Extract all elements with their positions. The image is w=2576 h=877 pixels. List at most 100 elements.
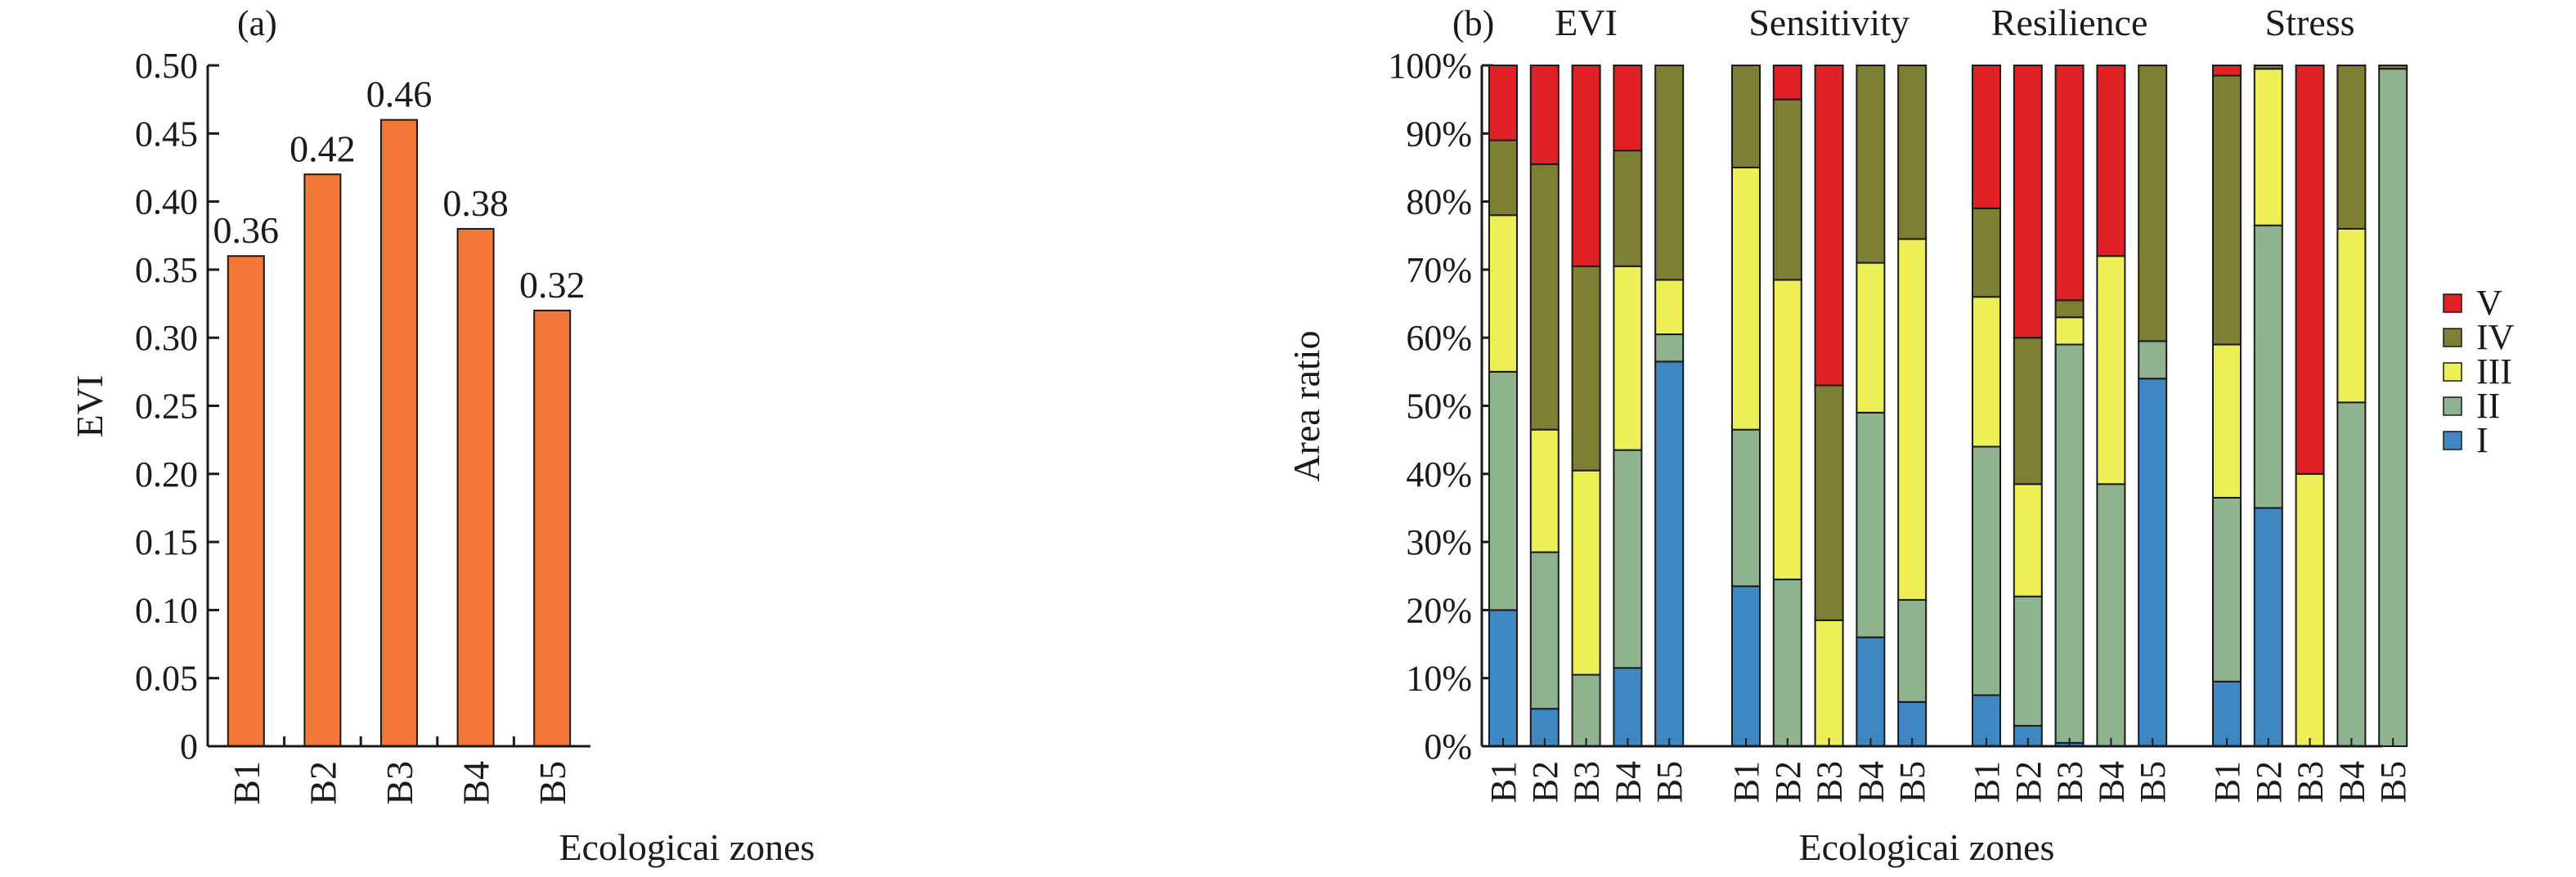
panel-b-group-titles: EVI Sensitivity Resilience Stress <box>1555 2 2354 43</box>
x-tick-label-B5: B5 <box>532 761 573 805</box>
bar-B5 <box>533 309 572 747</box>
segment-sensitivity-B4-class-I <box>1856 636 1886 747</box>
legend-swatch-II <box>2443 396 2462 416</box>
x-tick-label-stress-B5: B5 <box>2373 761 2413 803</box>
segment-evi-B5-class-II <box>1654 333 1685 363</box>
segment-evi-B2-class-II <box>1529 551 1560 710</box>
segment-evi-B5-class-I <box>1654 360 1685 747</box>
y-tick-label: 100% <box>1388 46 1472 86</box>
panel-b-y-axis: 0% 10% 20% 30% 40% 50% 60% 70% 80% 90% 100% <box>1388 46 1493 767</box>
segment-resilience-B4-class-II <box>2096 483 2126 747</box>
segment-evi-B4-class-III <box>1613 265 1643 451</box>
segment-stress-B1-class-V <box>2212 65 2242 77</box>
y-tick-label: 60% <box>1406 318 1472 358</box>
panel-b-x-axis-title: Ecologicai zones <box>1799 826 2055 868</box>
panel-b-x-axis: B1 B2 B3 B4 B5 B1 B2 B3 B4 B5 B1 B2 B3 B4 B5 B1 B2 B3 B4 B5 <box>1482 738 2413 803</box>
panel-a-x-axis: B1 B2 B3 B4 B5 <box>208 736 590 805</box>
segment-evi-B5-class-III <box>1654 279 1685 336</box>
segment-evi-B4-class-II <box>1613 449 1643 669</box>
segment-resilience-B4-class-III <box>2096 255 2126 485</box>
segment-evi-B3-class-IV <box>1571 265 1601 472</box>
x-tick-label-evi-B2: B2 <box>1525 761 1565 803</box>
segment-stress-B2-class-IV <box>2253 65 2283 70</box>
segment-sensitivity-B1-class-I <box>1731 585 1761 747</box>
segment-sensitivity-B2-class-III <box>1772 279 1802 580</box>
segment-stress-B1-class-I <box>2212 680 2242 747</box>
panel-b-y-axis-title: Area ratio <box>1286 330 1327 481</box>
segment-evi-B4-class-IV <box>1613 150 1643 267</box>
y-tick-label: 0.20 <box>135 454 198 494</box>
segment-evi-B1-class-III <box>1488 214 1518 373</box>
y-tick-label: 70% <box>1406 250 1472 290</box>
segment-stress-B4-class-IV <box>2336 65 2367 230</box>
segment-evi-B2-class-IV <box>1529 163 1560 431</box>
segment-evi-B2-class-V <box>1529 65 1560 165</box>
segment-resilience-B2-class-IV <box>2013 337 2043 485</box>
segment-resilience-B3-class-V <box>2054 65 2085 302</box>
panel-b-label: (b) <box>1452 3 1494 43</box>
y-tick-label: 40% <box>1406 454 1472 494</box>
panel-a-x-axis-title: Ecologicai zones <box>559 826 815 868</box>
bar-B1 <box>227 255 265 747</box>
segment-sensitivity-B2-class-V <box>1772 65 1802 101</box>
segment-stress-B3-class-V <box>2295 65 2325 475</box>
y-tick-label: 0.25 <box>135 387 198 427</box>
segment-resilience-B2-class-II <box>2013 595 2043 727</box>
segment-stress-B1-class-III <box>2212 343 2242 499</box>
group-title-sensitivity: Sensitivity <box>1748 2 1910 43</box>
segment-resilience-B3-class-IV <box>2054 299 2085 319</box>
segment-sensitivity-B2-class-II <box>1772 578 1802 747</box>
segment-resilience-B4-class-V <box>2096 65 2126 257</box>
x-tick-label-evi-B5: B5 <box>1649 761 1690 803</box>
x-tick-label-sensitivity-B4: B4 <box>1851 761 1891 803</box>
panel-a-bars: 0.360.420.46 0.380.32 <box>213 74 585 748</box>
segment-sensitivity-B3-class-IV <box>1814 384 1844 621</box>
segment-resilience-B1-class-I <box>1972 694 2001 748</box>
segment-stress-B1-class-IV <box>2212 74 2242 346</box>
y-tick-label: 0.10 <box>135 590 198 630</box>
segment-resilience-B1-class-IV <box>1972 207 2001 298</box>
x-tick-label-stress-B2: B2 <box>2249 761 2289 803</box>
x-tick-label-stress-B3: B3 <box>2291 761 2331 803</box>
segment-sensitivity-B5-class-III <box>1897 238 1928 601</box>
bar-B3 <box>380 119 418 747</box>
group-title-stress: Stress <box>2265 2 2355 43</box>
legend-swatch-I <box>2443 431 2462 450</box>
legend-label-II: II <box>2476 386 2500 426</box>
x-tick-label-sensitivity-B2: B2 <box>1768 761 1808 803</box>
x-tick-label-resilience-B4: B4 <box>2091 761 2131 803</box>
legend-swatch-V <box>2443 293 2462 313</box>
segment-sensitivity-B1-class-III <box>1731 166 1761 431</box>
x-tick-label-stress-B4: B4 <box>2331 761 2372 803</box>
segment-sensitivity-B5-class-II <box>1897 598 1928 703</box>
x-tick-label-B3: B3 <box>379 761 420 805</box>
bar-value-label-B2: 0.42 <box>289 128 356 169</box>
segment-stress-B2-class-III <box>2253 68 2283 226</box>
x-tick-label-sensitivity-B5: B5 <box>1892 761 1932 803</box>
segment-evi-B1-class-IV <box>1488 139 1518 217</box>
panel-a-y-axis: 0 0.05 0.10 0.15 0.20 0.25 0.30 0.35 0.40 0.45 0.5… <box>135 46 219 767</box>
segment-stress-B3-class-III <box>2295 472 2325 747</box>
y-tick-label: 10% <box>1406 659 1472 699</box>
x-tick-label-evi-B4: B4 <box>1608 761 1648 803</box>
x-tick-label-B1: B1 <box>226 761 267 805</box>
panel-a-label: (a) <box>237 3 277 43</box>
legend-label-IV: IV <box>2476 317 2515 357</box>
segment-sensitivity-B3-class-V <box>1814 65 1844 387</box>
segment-evi-B4-class-V <box>1613 65 1643 152</box>
segment-sensitivity-B5-class-IV <box>1897 65 1928 240</box>
bar-value-label-B1: 0.36 <box>213 209 280 251</box>
segment-evi-B3-class-III <box>1571 469 1601 676</box>
segment-sensitivity-B2-class-IV <box>1772 98 1802 281</box>
y-tick-label: 50% <box>1406 387 1472 427</box>
segment-evi-B5-class-IV <box>1654 65 1685 281</box>
segment-sensitivity-B4-class-III <box>1856 262 1886 414</box>
legend-label-I: I <box>2476 420 2488 460</box>
x-tick-label-resilience-B2: B2 <box>2008 761 2049 803</box>
segment-resilience-B1-class-III <box>1972 296 2001 448</box>
segment-resilience-B5-class-I <box>2138 378 2168 747</box>
segment-sensitivity-B1-class-II <box>1731 428 1761 588</box>
legend-swatch-IV <box>2443 328 2462 347</box>
bar-B4 <box>456 227 495 748</box>
segment-stress-B4-class-III <box>2336 227 2367 404</box>
